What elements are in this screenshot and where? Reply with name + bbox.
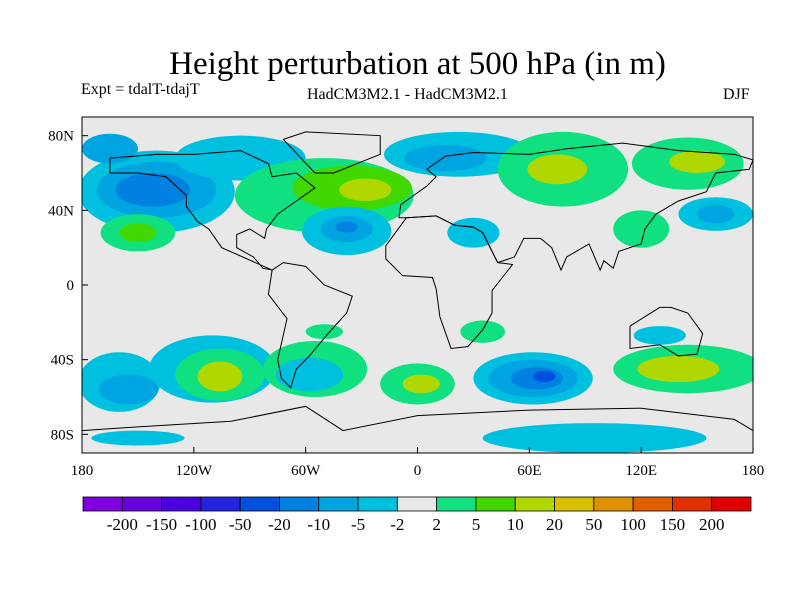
colorbar-swatch — [475, 496, 516, 512]
colorbar-swatch — [239, 496, 280, 512]
colorbar-label: 150 — [660, 515, 686, 534]
colorbar-swatch — [161, 496, 202, 512]
colorbar-swatch — [514, 496, 555, 512]
coastline — [267, 262, 353, 389]
colorbar-label: -20 — [268, 515, 291, 534]
coastline — [398, 142, 753, 272]
anomaly-contour — [482, 423, 707, 453]
colorbar-swatch — [200, 496, 241, 512]
x-tick-label: 180 — [71, 463, 94, 479]
anomaly-contour — [447, 217, 500, 248]
colorbar-swatch — [672, 496, 713, 512]
anomaly-contour — [697, 204, 735, 224]
colorbar-label: 20 — [546, 515, 563, 534]
x-tick-label: 60E — [517, 463, 541, 479]
anomaly-contour — [404, 145, 487, 172]
anomaly-contour — [402, 374, 440, 394]
coastline — [385, 215, 514, 350]
x-tick-label: 0 — [414, 463, 422, 479]
colorbar-label: -5 — [351, 515, 365, 534]
anomaly-contour — [91, 430, 185, 446]
colorbar-swatch — [357, 496, 398, 512]
colorbar-label: -100 — [185, 515, 216, 534]
colorbar-label: -200 — [107, 515, 138, 534]
anomaly-contour — [275, 357, 343, 392]
colorbar-swatch — [632, 496, 673, 512]
anomaly-contour — [115, 173, 191, 207]
colorbar-label: -50 — [229, 515, 252, 534]
colorbar-label: -150 — [146, 515, 177, 534]
colorbar-swatch — [82, 496, 123, 512]
models-label: HadCM3M2.1 - HadCM3M2.1 — [307, 86, 508, 103]
anomaly-contour — [82, 133, 138, 164]
x-tick-label: 60W — [291, 463, 321, 479]
anomaly-contour — [305, 324, 343, 340]
anomaly-contour — [533, 370, 556, 383]
colorbar-label: 200 — [699, 515, 725, 534]
colorbar-label: -2 — [390, 515, 404, 534]
season-label: DJF — [723, 86, 750, 103]
anomaly-contour — [98, 374, 159, 405]
colorbar-label: 5 — [472, 515, 481, 534]
colorbar-label: -10 — [307, 515, 330, 534]
colorbar-label: 50 — [585, 515, 602, 534]
coastline — [629, 306, 704, 357]
anomaly-contour — [633, 326, 686, 345]
anomaly-contour — [669, 150, 726, 173]
colorbar-swatch — [711, 496, 752, 512]
plot-title: Height perturbation at 500 hPa (in m) — [169, 46, 666, 82]
y-tick-label: 40S — [51, 353, 74, 369]
y-tick-label: 40N — [48, 203, 74, 219]
anomaly-contour — [119, 223, 157, 243]
colorbar-swatch — [279, 496, 320, 512]
colorbar-swatch — [593, 496, 634, 512]
colorbar-swatch — [554, 496, 595, 512]
x-tick-label: 120W — [175, 463, 213, 479]
colorbar-label: 2 — [432, 515, 441, 534]
colorbar-swatch — [318, 496, 359, 512]
colorbar-swatch — [396, 496, 438, 512]
colorbar-swatch — [121, 496, 162, 512]
anomaly-contour — [339, 178, 392, 201]
anomaly-contour — [335, 221, 358, 233]
anomaly-contour — [637, 355, 720, 383]
anomaly-contour — [460, 320, 506, 343]
colorbar-label: 100 — [620, 515, 646, 534]
map-area — [82, 117, 753, 453]
colorbar-label: 10 — [507, 515, 524, 534]
coastline — [109, 150, 316, 271]
x-tick-label: 180 — [742, 463, 765, 479]
coastline — [82, 405, 753, 432]
x-tick-label: 120E — [625, 463, 657, 479]
coastline — [282, 131, 381, 174]
anomaly-contour — [197, 361, 243, 392]
y-tick-label: 80S — [51, 427, 74, 443]
y-tick-label: 80N — [48, 129, 74, 145]
colorbar-swatch — [436, 496, 477, 512]
anomaly-contour — [613, 210, 670, 248]
y-tick-label: 0 — [67, 278, 75, 294]
experiment-label: Expt = tdalT-tdajT — [81, 81, 200, 98]
anomaly-contour — [527, 154, 588, 185]
